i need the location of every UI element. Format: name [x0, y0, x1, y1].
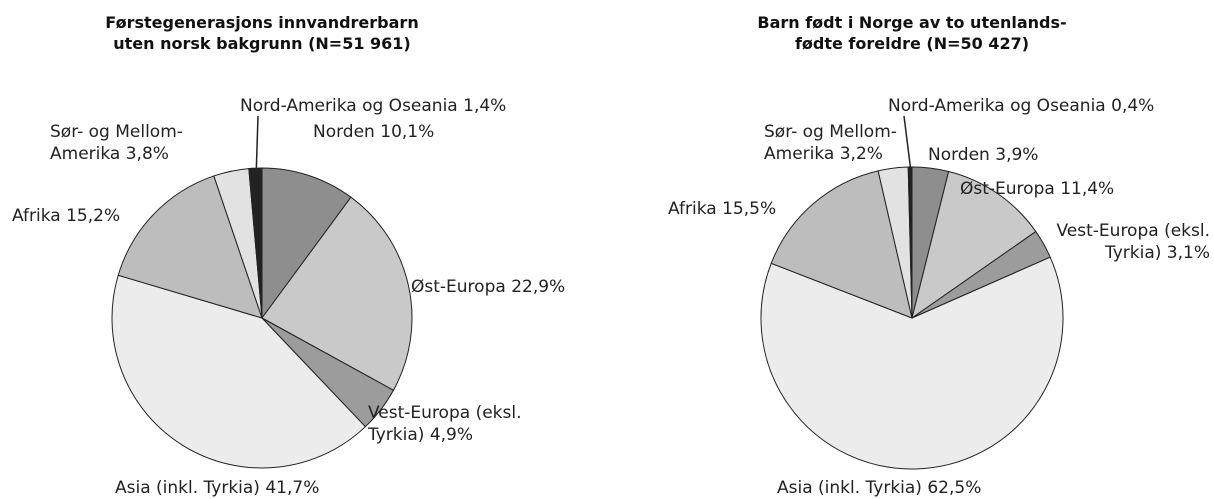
- value-label: 15,2%: [66, 206, 121, 226]
- value-label: 1,4%: [463, 96, 507, 116]
- value-label: 41,7%: [265, 478, 320, 498]
- pie-slice: [248, 167, 263, 319]
- category-label: Afrika: [12, 206, 61, 226]
- slice-label: Asia (inkl. Tyrkia) 41,7%: [115, 477, 319, 499]
- category-label: Norden: [313, 122, 375, 142]
- category-label: Øst-Europa: [411, 277, 506, 297]
- slice-label: Øst-Europa 22,9%: [411, 276, 565, 298]
- slice-label: Øst-Europa 11,4%: [960, 178, 1114, 200]
- value-label: 62,5%: [927, 478, 982, 498]
- category-label: Vest-Europa (eksl. Tyrkia): [368, 403, 522, 445]
- value-label: 15,5%: [722, 199, 777, 219]
- value-label: 22,9%: [511, 277, 566, 297]
- category-label: Sør- og Mellom-Amerika: [764, 122, 897, 164]
- slice-label: Vest-Europa (eksl. Tyrkia) 3,1%: [1045, 220, 1211, 264]
- slice-label: Norden 3,9%: [928, 144, 1038, 166]
- category-label: Nord-Amerika og Oseania: [888, 96, 1106, 116]
- category-label: Øst-Europa: [960, 179, 1055, 199]
- value-label: 3,8%: [125, 144, 169, 164]
- category-label: Vest-Europa (eksl. Tyrkia): [1056, 221, 1211, 263]
- leader-line: [255, 115, 259, 181]
- slice-label: Nord-Amerika og Oseania 1,4%: [240, 95, 506, 117]
- slice-label: Afrika 15,5%: [668, 198, 776, 220]
- slice-label: Sør- og Mellom-Amerika 3,2%: [764, 121, 914, 165]
- value-label: 10,1%: [380, 122, 435, 142]
- pie-slice: [261, 167, 352, 320]
- value-label: 11,4%: [1060, 179, 1115, 199]
- value-label: 4,9%: [429, 425, 474, 445]
- category-label: Asia (inkl. Tyrkia): [115, 478, 260, 498]
- leader-line: [903, 115, 912, 173]
- category-label: Sør- og Mellom-Amerika: [50, 122, 183, 164]
- value-label: 0,4%: [1111, 96, 1155, 116]
- value-label: 3,2%: [839, 144, 883, 164]
- pie-slice: [770, 170, 913, 319]
- category-label: Norden: [928, 145, 990, 165]
- pie-slice: [117, 175, 263, 319]
- slice-label: Vest-Europa (eksl. Tyrkia) 4,9%: [368, 402, 533, 446]
- value-label: 3,1%: [1166, 243, 1210, 263]
- slice-label: Afrika 15,2%: [12, 205, 120, 227]
- chart-title: Barn født i Norge av to utenlands-fødte …: [757, 13, 1067, 53]
- value-label: 3,9%: [995, 145, 1039, 165]
- pie-slice: [911, 170, 1037, 320]
- pie-slice: [111, 274, 367, 469]
- chart-title: Førstegenerasjons innvandrerbarn uten no…: [105, 13, 419, 53]
- pie-slice: [261, 196, 413, 391]
- pie-slice: [760, 256, 1064, 470]
- slice-label: Asia (inkl. Tyrkia) 62,5%: [777, 477, 981, 499]
- category-label: Asia (inkl. Tyrkia): [777, 478, 922, 498]
- slice-label: Sør- og Mellom-Amerika 3,8%: [50, 121, 200, 165]
- slice-label: Nord-Amerika og Oseania 0,4%: [888, 95, 1154, 117]
- category-label: Afrika: [668, 199, 717, 219]
- category-label: Nord-Amerika og Oseania: [240, 96, 458, 116]
- slice-label: Norden 10,1%: [313, 121, 434, 143]
